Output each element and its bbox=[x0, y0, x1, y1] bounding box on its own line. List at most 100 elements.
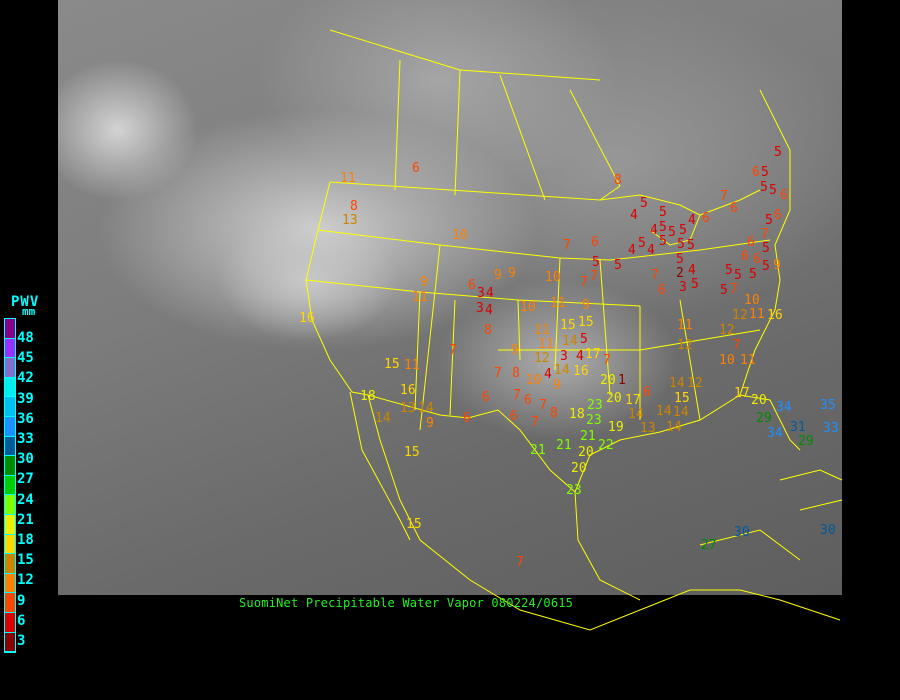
station-pwv-value: 14 bbox=[418, 401, 434, 416]
station-pwv-value: 20 bbox=[606, 391, 622, 406]
station-pwv-value: 16 bbox=[400, 383, 416, 398]
station-pwv-value: 12 bbox=[732, 308, 748, 323]
station-pwv-value: 2 bbox=[676, 266, 684, 281]
station-pwv-value: 8 bbox=[484, 323, 492, 338]
station-pwv-value: 23 bbox=[586, 413, 602, 428]
station-pwv-value: 5 bbox=[592, 255, 600, 270]
legend-swatch bbox=[5, 319, 15, 339]
us-west-coast bbox=[305, 181, 369, 396]
station-pwv-value: 7 bbox=[449, 343, 457, 358]
station-pwv-value: 14 bbox=[656, 404, 672, 419]
station-pwv-value: 34 bbox=[776, 400, 792, 415]
station-pwv-value: 5 bbox=[614, 258, 622, 273]
station-pwv-value: 11 bbox=[534, 323, 550, 338]
station-pwv-value: 10 bbox=[452, 228, 468, 243]
station-pwv-value: 4 bbox=[486, 286, 494, 301]
station-pwv-value: 5 bbox=[638, 236, 646, 251]
station-pwv-value: 6 bbox=[482, 390, 490, 405]
station-pwv-value: 9 bbox=[773, 258, 781, 273]
station-pwv-value: 29 bbox=[798, 434, 814, 449]
station-pwv-value: 18 bbox=[569, 407, 585, 422]
legend-label: 9 bbox=[17, 592, 26, 609]
station-pwv-value: 20 bbox=[751, 393, 767, 408]
legend-title: PWV bbox=[11, 294, 40, 310]
legend-swatch bbox=[5, 475, 15, 496]
station-pwv-value: 6 bbox=[752, 165, 760, 180]
legend-label: 21 bbox=[17, 511, 34, 528]
station-pwv-value: 11 bbox=[677, 318, 693, 333]
east-coast bbox=[739, 89, 791, 396]
station-pwv-value: 5 bbox=[659, 220, 667, 235]
baja bbox=[349, 391, 411, 541]
station-pwv-value: 5 bbox=[734, 268, 742, 283]
station-pwv-value: 6 bbox=[510, 409, 518, 424]
mexico-coast bbox=[367, 394, 841, 631]
station-pwv-value: 4 bbox=[628, 243, 636, 258]
station-pwv-value: 13 bbox=[640, 421, 656, 436]
station-pwv-value: 4 bbox=[650, 223, 658, 238]
station-pwv-value: 5 bbox=[659, 234, 667, 249]
station-pwv-value: 1 bbox=[618, 373, 626, 388]
station-pwv-value: 7 bbox=[730, 282, 738, 297]
station-pwv-value: 6 bbox=[412, 161, 420, 176]
station-pwv-value: 17 bbox=[585, 347, 601, 362]
station-pwv-value: 12 bbox=[687, 376, 703, 391]
legend-swatch bbox=[5, 416, 15, 437]
legend-swatch bbox=[5, 554, 15, 574]
station-pwv-value: 6 bbox=[774, 208, 782, 223]
station-pwv-value: 10 bbox=[545, 270, 561, 285]
station-pwv-value: 5 bbox=[659, 205, 667, 220]
station-pwv-value: 5 bbox=[640, 196, 648, 211]
station-pwv-value: 20 bbox=[578, 445, 594, 460]
legend-swatch bbox=[5, 514, 15, 535]
legend-swatch bbox=[5, 456, 15, 476]
station-pwv-value: 8 bbox=[550, 406, 558, 421]
station-pwv-value: 6 bbox=[702, 211, 710, 226]
station-pwv-value: 9 bbox=[420, 275, 428, 290]
station-pwv-value: 35 bbox=[820, 398, 836, 413]
station-pwv-value: 5 bbox=[749, 267, 757, 282]
legend-swatch bbox=[5, 436, 15, 457]
legend-label: 18 bbox=[17, 532, 34, 548]
station-pwv-value: 4 bbox=[485, 303, 493, 318]
station-pwv-value: 7 bbox=[733, 338, 741, 353]
station-pwv-value: 5 bbox=[679, 223, 687, 238]
station-pwv-value: 3 bbox=[560, 349, 568, 364]
station-pwv-value: 11 bbox=[404, 358, 420, 373]
station-pwv-value: 7 bbox=[516, 555, 524, 570]
station-pwv-value: 5 bbox=[691, 277, 699, 292]
station-pwv-value: 9 bbox=[553, 378, 561, 393]
station-pwv-value: 10 bbox=[744, 293, 760, 308]
station-pwv-value: 14 bbox=[628, 407, 644, 422]
station-pwv-value: 15 bbox=[384, 357, 400, 372]
station-pwv-value: 7 bbox=[761, 227, 769, 242]
station-pwv-value: 3 bbox=[679, 280, 687, 295]
station-pwv-value: 4 bbox=[630, 208, 638, 223]
station-pwv-value: 9 bbox=[508, 266, 516, 281]
station-pwv-value: 6 bbox=[591, 235, 599, 250]
station-pwv-value: 9 bbox=[511, 343, 519, 358]
station-pwv-value: 13 bbox=[342, 213, 358, 228]
station-pwv-value: 11 bbox=[412, 290, 428, 305]
station-pwv-value: 15 bbox=[560, 318, 576, 333]
station-pwv-value: 21 bbox=[580, 429, 596, 444]
station-pwv-value: 3 bbox=[477, 286, 485, 301]
station-pwv-value: 7 bbox=[539, 398, 547, 413]
great-lakes bbox=[599, 189, 761, 246]
station-pwv-value: 16 bbox=[767, 308, 783, 323]
station-pwv-value: 7 bbox=[513, 388, 521, 403]
legend-label: 12 bbox=[17, 572, 34, 589]
legend-swatch bbox=[5, 338, 15, 359]
legend-label: 3 bbox=[17, 633, 26, 649]
station-pwv-value: 6 bbox=[658, 283, 666, 298]
station-pwv-value: 20 bbox=[571, 461, 587, 476]
legend-swatch bbox=[5, 612, 15, 633]
legend-label: 48 bbox=[17, 330, 34, 346]
station-pwv-value: 6 bbox=[643, 385, 651, 400]
station-pwv-value: 5 bbox=[769, 183, 777, 198]
station-pwv-value: 22 bbox=[598, 438, 614, 453]
legend-label: 42 bbox=[17, 370, 34, 387]
legend-swatch bbox=[5, 495, 15, 515]
station-pwv-value: 12 bbox=[677, 338, 693, 353]
